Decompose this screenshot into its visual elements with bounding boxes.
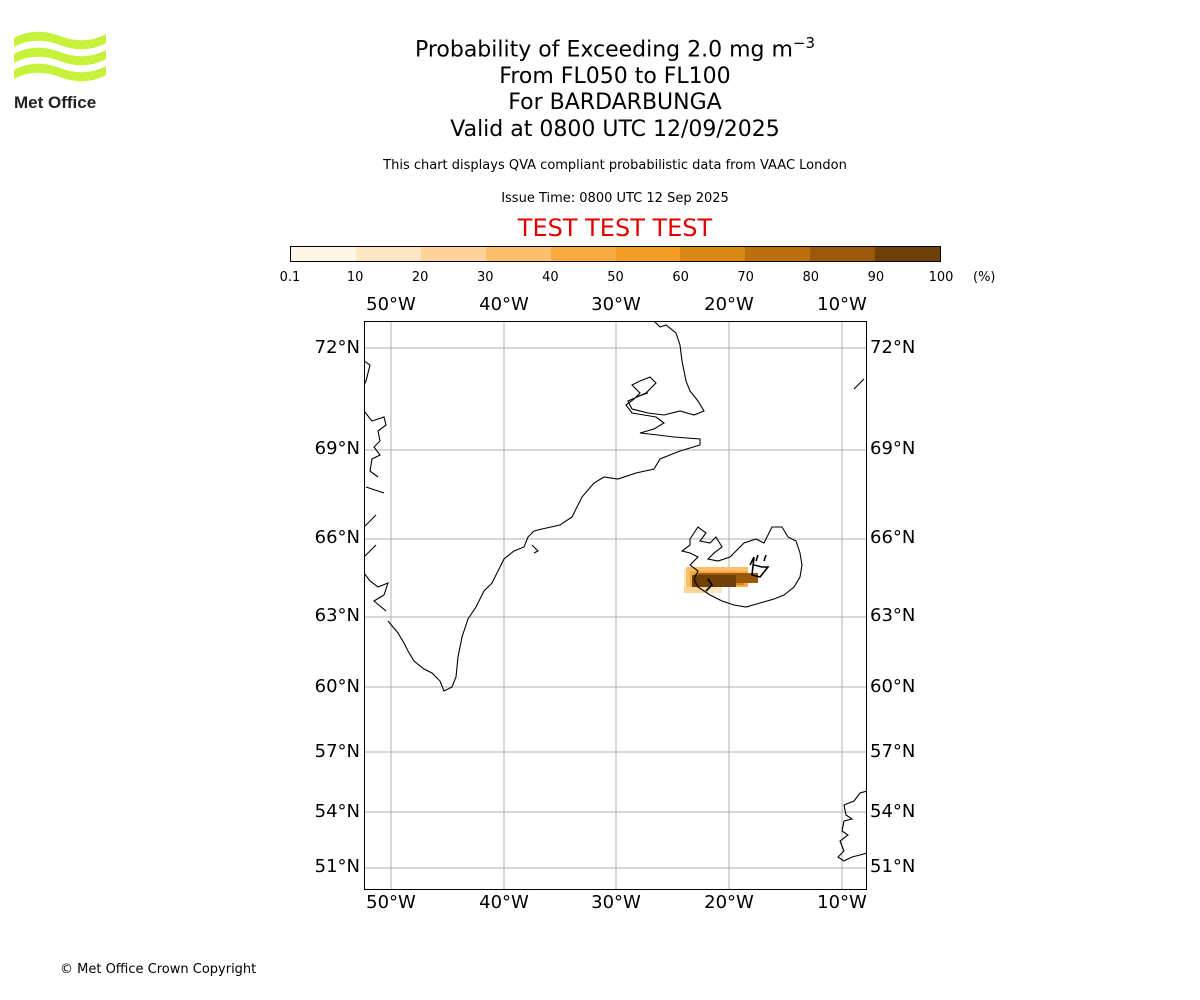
- lat-tick-right: 72°N: [870, 337, 916, 358]
- title-exponent: −3: [792, 34, 816, 52]
- colorbar-swatch: [485, 247, 551, 261]
- map-panel: [364, 321, 867, 890]
- colorbar-label: 40: [542, 270, 559, 285]
- colorbar-label: 90: [867, 270, 885, 285]
- colorbar-label: 50: [607, 270, 624, 285]
- colorbar-swatch: [355, 247, 421, 261]
- lat-tick-left: 57°N: [314, 741, 360, 762]
- colorbar-label: 20: [411, 270, 429, 285]
- lon-tick-top: 50°W: [366, 294, 416, 315]
- svg-text:Met Office: Met Office: [14, 93, 96, 112]
- lon-tick-top: 30°W: [591, 294, 641, 315]
- colorbar-label: 100: [928, 270, 954, 285]
- lon-tick-top: 10°W: [817, 294, 867, 315]
- lat-tick-right: 66°N: [870, 527, 916, 548]
- colorbar-swatch: [291, 247, 356, 261]
- lat-tick-right: 69°N: [870, 438, 916, 459]
- colorbar-unit: (%): [973, 270, 996, 285]
- lat-tick-right: 51°N: [870, 856, 916, 877]
- graticule: [364, 321, 867, 890]
- lon-tick-top: 20°W: [704, 294, 754, 315]
- lon-tick-bottom: 10°W: [817, 892, 867, 913]
- level-range: From FL050 to FL100: [499, 64, 731, 89]
- map-frame: [364, 321, 867, 890]
- lat-tick-left: 66°N: [314, 527, 360, 548]
- colorbar-swatch: [875, 247, 941, 261]
- coastlines: [364, 321, 867, 862]
- copyright-notice: © Met Office Crown Copyright: [60, 962, 257, 977]
- lon-tick-top: 40°W: [479, 294, 529, 315]
- lat-tick-left: 60°N: [314, 676, 360, 697]
- colorbar-swatch: [810, 247, 876, 261]
- colorbar-swatch: [680, 247, 746, 261]
- colorbar-label: 10: [346, 270, 364, 285]
- colorbar-label: 70: [737, 270, 754, 285]
- issue-time: Issue Time: 0800 UTC 12 Sep 2025: [501, 191, 729, 206]
- colorbar-swatch: [745, 247, 811, 261]
- lat-tick-right: 54°N: [870, 801, 916, 822]
- colorbar-label: 0.1: [279, 270, 301, 285]
- valid-time: Valid at 0800 UTC 12/09/2025: [450, 117, 780, 142]
- lon-tick-bottom: 30°W: [591, 892, 641, 913]
- colorbar-label: 80: [802, 270, 820, 285]
- lon-tick-bottom: 50°W: [366, 892, 416, 913]
- colorbar-swatch: [420, 247, 486, 261]
- lat-tick-left: 63°N: [314, 605, 360, 626]
- lat-tick-right: 63°N: [870, 605, 916, 626]
- lat-tick-left: 72°N: [314, 337, 360, 358]
- title-text: Probability of Exceeding 2.0 mg m: [414, 37, 793, 63]
- lat-tick-left: 69°N: [314, 438, 360, 459]
- volcano-name: For BARDARBUNGA: [508, 90, 722, 115]
- colorbar: [290, 246, 941, 262]
- lat-tick-left: 51°N: [314, 856, 360, 877]
- lat-tick-right: 57°N: [870, 741, 916, 762]
- colorbar-swatch: [615, 247, 681, 261]
- disclaimer: This chart displays QVA compliant probab…: [383, 158, 847, 173]
- test-banner: TEST TEST TEST: [517, 214, 713, 242]
- chart-title: Probability of Exceeding 2.0 mg m−3: [0, 30, 1200, 63]
- colorbar-label: 60: [672, 270, 689, 285]
- colorbar-label: 30: [477, 270, 494, 285]
- lon-tick-bottom: 40°W: [479, 892, 529, 913]
- ash-probability-field: [684, 567, 758, 593]
- lon-tick-bottom: 20°W: [704, 892, 754, 913]
- lat-tick-right: 60°N: [870, 676, 916, 697]
- lat-tick-left: 54°N: [314, 801, 360, 822]
- colorbar-swatch: [550, 247, 616, 261]
- met-office-logo: Met Office: [14, 31, 106, 112]
